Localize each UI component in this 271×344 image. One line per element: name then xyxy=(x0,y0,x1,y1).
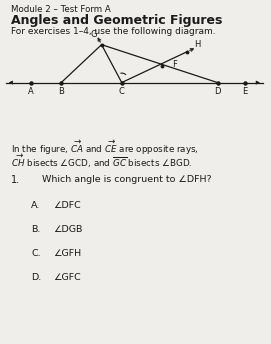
Text: H: H xyxy=(194,40,201,49)
Text: B.: B. xyxy=(31,225,41,234)
Text: E: E xyxy=(243,87,248,96)
Text: C: C xyxy=(119,87,125,96)
Text: 1.: 1. xyxy=(11,175,20,185)
Text: For exercises 1–4, use the following diagram.: For exercises 1–4, use the following dia… xyxy=(11,27,215,36)
Text: F: F xyxy=(172,60,177,69)
Text: G: G xyxy=(91,30,97,39)
Text: B: B xyxy=(58,87,64,96)
Text: Angles and Geometric Figures: Angles and Geometric Figures xyxy=(11,14,222,27)
Text: D: D xyxy=(214,87,221,96)
Text: C.: C. xyxy=(31,249,41,258)
Text: D.: D. xyxy=(31,273,41,282)
Text: In the figure, $\overrightarrow{CA}$ and $\overrightarrow{CE}$ are opposite rays: In the figure, $\overrightarrow{CA}$ and… xyxy=(11,138,199,156)
Text: Module 2 – Test Form A: Module 2 – Test Form A xyxy=(11,5,111,14)
Text: $\overrightarrow{CH}$ bisects $\angle$GCD, and $\overline{GC}$ bisects $\angle$B: $\overrightarrow{CH}$ bisects $\angle$GC… xyxy=(11,152,192,169)
Text: A.: A. xyxy=(31,201,41,210)
Text: ∠GFC: ∠GFC xyxy=(53,273,80,282)
Text: ∠GFH: ∠GFH xyxy=(53,249,81,258)
Text: ∠DFC: ∠DFC xyxy=(53,201,80,210)
Text: Which angle is congruent to ∠DFH?: Which angle is congruent to ∠DFH? xyxy=(42,175,212,184)
Text: ∠DGB: ∠DGB xyxy=(53,225,82,234)
Text: A: A xyxy=(28,87,34,96)
